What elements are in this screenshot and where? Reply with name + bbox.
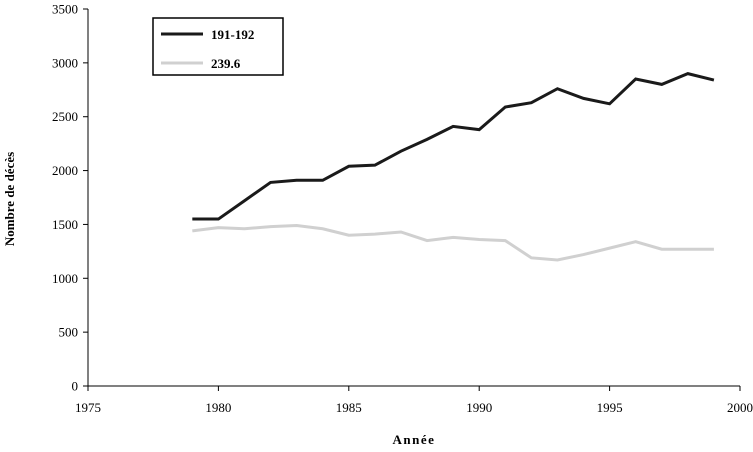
x-tick-label: 2000 (727, 400, 753, 415)
legend: 191-192 239.6 (152, 17, 284, 76)
x-tick-label: 1980 (205, 400, 231, 415)
y-tick-label: 1000 (52, 271, 78, 286)
series-line-191-192 (192, 72, 715, 221)
plot-area (192, 72, 715, 262)
y-tick-label: 2500 (52, 109, 78, 124)
x-tick-label: 1985 (336, 400, 362, 415)
x-tick-label: 1995 (597, 400, 623, 415)
x-tick-label: 1990 (466, 400, 492, 415)
y-tick-label: 3500 (52, 2, 78, 17)
y-tick-label: 500 (59, 325, 79, 340)
legend-label-239-6: 239.6 (211, 56, 241, 71)
axes: 0 500 1000 1500 2000 2500 3000 3500 1975 1980 1985… (52, 2, 753, 416)
y-tick-label: 1500 (52, 217, 78, 232)
x-tick-label: 1975 (75, 400, 101, 415)
y-axis-title: Nombre de décès (2, 152, 17, 246)
legend-box (152, 17, 284, 76)
y-tick-label: 0 (72, 379, 79, 394)
y-tick-label: 2000 (52, 163, 78, 178)
y-tick-label: 3000 (52, 55, 78, 70)
series-line-239-6 (192, 224, 714, 262)
legend-label-191-192: 191-192 (211, 27, 254, 42)
x-axis-title: Année (393, 432, 436, 447)
